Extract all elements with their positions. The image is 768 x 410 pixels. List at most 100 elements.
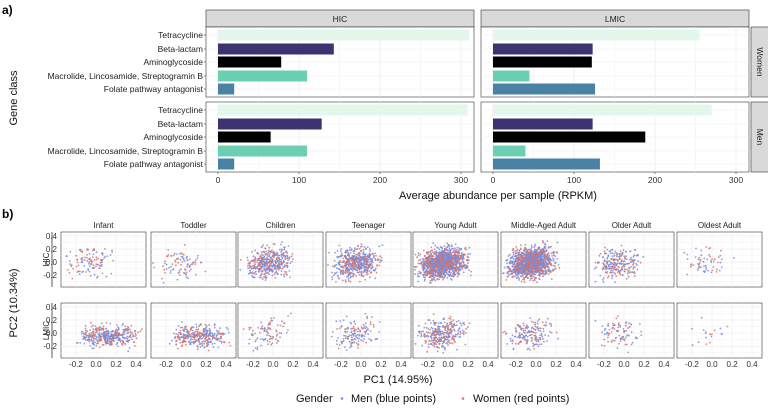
point-women-red-points [613, 259, 615, 262]
point-men-blue-points [363, 255, 365, 258]
point-women-red-points [457, 254, 460, 257]
point-women-red-points [121, 344, 124, 346]
x-tick-label: 200 [373, 175, 387, 185]
point-women-red-points [711, 269, 714, 272]
point-women-red-points [162, 265, 164, 268]
point-men-blue-points [92, 336, 95, 339]
point-women-red-points [166, 255, 169, 258]
point-women-red-points [346, 258, 349, 261]
point-women-red-points [422, 258, 425, 260]
point-men-blue-points [733, 257, 735, 259]
point-men-blue-points [211, 334, 214, 336]
point-women-red-points [354, 262, 356, 265]
point-men-blue-points [557, 264, 560, 266]
point-men-blue-points [117, 327, 120, 330]
bar-tetracycline [493, 104, 712, 116]
category-label-folate-pathway-antagonist: Folate pathway antagonist [104, 159, 204, 169]
point-women-red-points [263, 273, 266, 276]
point-women-red-points [441, 253, 444, 256]
point-men-blue-points [105, 275, 108, 278]
point-women-red-points [370, 262, 373, 265]
point-women-red-points [196, 348, 199, 350]
point-men-blue-points [362, 262, 365, 265]
point-women-red-points [93, 259, 96, 261]
point-men-blue-points [451, 273, 454, 276]
point-men-blue-points [94, 325, 97, 327]
point-women-red-points [613, 261, 616, 264]
point-men-blue-points [434, 279, 437, 282]
point-women-red-points [713, 258, 716, 261]
point-men-blue-points [594, 267, 596, 270]
point-women-red-points [216, 338, 219, 341]
facet-label-toddler: Toddler [180, 221, 207, 230]
point-women-red-points [345, 269, 348, 271]
point-women-red-points [228, 341, 231, 344]
point-men-blue-points [134, 329, 137, 332]
point-women-red-points [267, 252, 270, 254]
point-women-red-points [256, 261, 259, 264]
point-women-red-points [127, 336, 130, 338]
point-men-blue-points [511, 260, 514, 263]
point-women-red-points [509, 270, 511, 273]
bar-chart-gene-class: HIC LMICWomenMenTetracyclineBeta-lactamAm… [48, 9, 768, 185]
bar-tetracycline [218, 29, 470, 41]
point-women-red-points [530, 246, 533, 249]
point-men-blue-points [533, 267, 535, 270]
point-men-blue-points [195, 339, 197, 342]
point-men-blue-points [169, 272, 172, 274]
point-men-blue-points [153, 266, 156, 269]
point-men-blue-points [632, 255, 635, 258]
point-women-red-points [265, 272, 268, 275]
point-men-blue-points [265, 259, 268, 262]
point-women-red-points [105, 322, 108, 324]
point-women-red-points [266, 265, 268, 267]
point-women-red-points [275, 270, 278, 273]
point-men-blue-points [449, 277, 452, 280]
point-women-red-points [266, 257, 268, 259]
point-women-red-points [282, 262, 284, 264]
point-men-blue-points [534, 266, 537, 269]
point-women-red-points [457, 270, 460, 273]
point-men-blue-points [96, 342, 98, 345]
point-women-red-points [615, 252, 617, 254]
point-men-blue-points [345, 258, 347, 260]
point-women-red-points [429, 279, 432, 282]
point-men-blue-points [622, 249, 625, 252]
facet-label-oldest-adult: Oldest Adult [698, 221, 742, 230]
point-women-red-points [620, 252, 623, 255]
point-men-blue-points [178, 271, 181, 274]
point-men-blue-points [353, 265, 356, 268]
point-women-red-points [174, 336, 177, 338]
bar-macrolide-lincosamide-streptogramin-b [218, 145, 308, 157]
point-women-red-points [517, 259, 520, 261]
point-women-red-points [425, 256, 427, 259]
point-men-blue-points [68, 260, 71, 262]
point-women-red-points [617, 260, 619, 263]
point-women-red-points [170, 255, 173, 257]
point-men-blue-points [451, 247, 453, 250]
point-women-red-points [433, 248, 436, 251]
point-men-blue-points [544, 243, 547, 245]
point-men-blue-points [602, 256, 604, 259]
point-men-blue-points [514, 267, 517, 269]
point-women-red-points [461, 267, 464, 270]
point-men-blue-points [469, 252, 472, 255]
point-women-red-points [452, 275, 455, 278]
point-women-red-points [445, 269, 448, 271]
point-women-red-points [98, 346, 101, 349]
point-men-blue-points [335, 281, 337, 283]
point-women-red-points [702, 260, 705, 263]
point-men-blue-points [361, 252, 364, 255]
point-women-red-points [116, 342, 119, 344]
point-men-blue-points [686, 253, 689, 256]
point-women-red-points [272, 252, 274, 254]
point-men-blue-points [378, 264, 381, 267]
point-women-red-points [107, 342, 110, 345]
point-men-blue-points [337, 263, 340, 265]
point-women-red-points [704, 270, 707, 272]
point-men-blue-points [180, 255, 183, 258]
scatter-panel-toddler-hic [150, 231, 237, 288]
facet-label-lmic: LMIC [605, 14, 625, 24]
point-women-red-points [469, 274, 472, 277]
point-women-red-points [689, 265, 692, 268]
